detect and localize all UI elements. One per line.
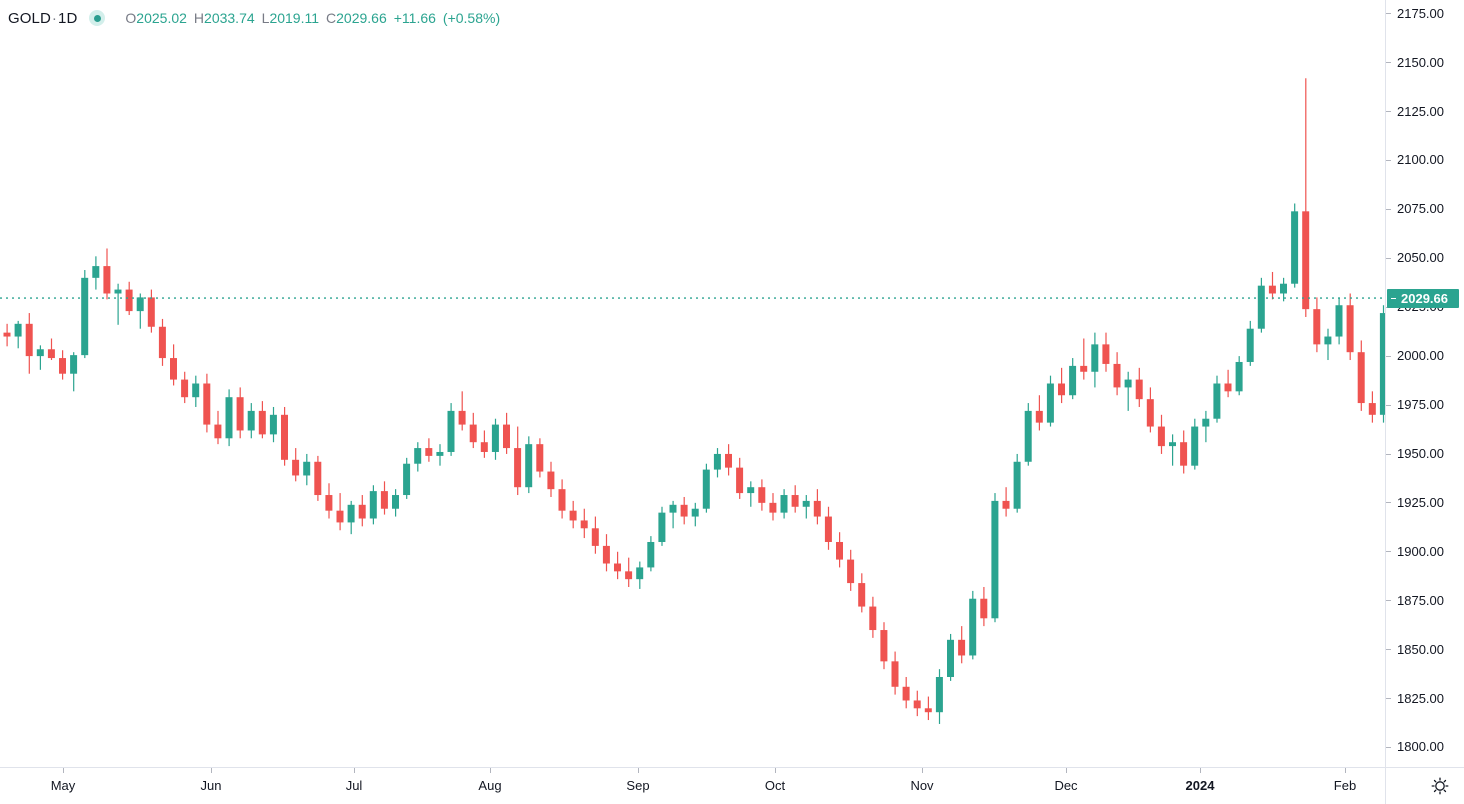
time-tick-mark: [1200, 768, 1201, 773]
time-tick-label: Feb: [1333, 778, 1357, 793]
symbol-name: GOLD: [8, 9, 51, 27]
price-tick-label: 1900.00: [1386, 544, 1444, 560]
ohlc-open-label: O: [125, 10, 137, 26]
price-tick-label: 2125.00: [1386, 104, 1444, 120]
time-scale[interactable]: May Jun Jul Aug Sep Oct Nov Dec 2024 Feb: [0, 767, 1464, 804]
time-tick-label: Oct: [764, 778, 786, 793]
time-tick-label: Dec: [1054, 778, 1078, 793]
price-tick-label: 2000.00: [1386, 348, 1444, 364]
time-tick-mark: [490, 768, 491, 773]
time-tick-mark: [922, 768, 923, 773]
price-tick-label: 1800.00: [1386, 739, 1444, 755]
time-tick-label: Sep: [626, 778, 650, 793]
ohlc-change-pct: (+0.58%): [442, 10, 501, 26]
time-scale-divider: [1385, 768, 1386, 804]
ohlc-change-abs: +11.66: [393, 10, 436, 26]
ohlc-low: L2019.11: [262, 10, 319, 26]
time-tick-mark: [211, 768, 212, 773]
ohlc-high-value: 2033.74: [204, 10, 255, 26]
price-tick-label: 1925.00: [1386, 495, 1444, 511]
price-tick-label: 1975.00: [1386, 397, 1444, 413]
time-tick-mark: [1345, 768, 1346, 773]
time-tick-label: Nov: [910, 778, 934, 793]
time-tick-mark: [1066, 768, 1067, 773]
price-tick-label: 2150.00: [1386, 55, 1444, 71]
ohlc-values: O2025.02 H2033.74 L2019.11 C2029.66 +11.66 (+…: [125, 10, 507, 26]
ohlc-high-label: H: [193, 10, 205, 26]
symbol-title[interactable]: GOLD·1D: [8, 10, 77, 27]
price-scale[interactable]: 2175.00 2150.00 2125.00 2100.00 2075.00 2050.…: [1385, 0, 1464, 767]
chart-legend[interactable]: GOLD·1D O2025.02 H2033.74 L2019.11 C2029.66…: [8, 8, 507, 28]
candlestick-series: [0, 78, 1385, 724]
ohlc-high: H2033.74: [194, 10, 255, 26]
time-tick-mark: [638, 768, 639, 773]
interval-label: 1D: [58, 9, 78, 27]
time-tick-label: Jun: [200, 778, 222, 793]
price-tick-label: 1950.00: [1386, 446, 1444, 462]
ohlc-open-value: 2025.02: [136, 10, 187, 26]
price-tick-label: 1850.00: [1386, 642, 1444, 658]
ohlc-close: C2029.66: [326, 10, 387, 26]
time-tick-mark: [775, 768, 776, 773]
ohlc-low-label: L: [261, 10, 270, 26]
time-tick-mark: [354, 768, 355, 773]
current-price-label[interactable]: 2029.66: [1387, 288, 1459, 308]
time-tick-mark: [63, 768, 64, 773]
ohlc-open: O2025.02: [125, 10, 187, 26]
ohlc-close-value: 2029.66: [336, 10, 387, 26]
price-tick-label: 1825.00: [1386, 691, 1444, 707]
time-tick-label: 2024: [1185, 778, 1215, 793]
time-tick-label: May: [50, 778, 76, 793]
time-tick-label: Aug: [478, 778, 502, 793]
market-open-dot-icon[interactable]: [89, 10, 106, 26]
time-tick-label: Jul: [345, 778, 363, 793]
title-separator: ·: [51, 9, 58, 27]
price-tick-label: 2100.00: [1386, 152, 1444, 168]
ohlc-low-value: 2019.11: [269, 10, 320, 26]
price-tick-label: 2075.00: [1386, 201, 1444, 217]
chart-plot-area[interactable]: [0, 0, 1385, 767]
ohlc-close-label: C: [326, 10, 337, 26]
price-tick-label: 2050.00: [1386, 250, 1444, 266]
gear-icon[interactable]: [1430, 776, 1450, 796]
price-tick-label: 1875.00: [1386, 593, 1444, 609]
price-tick-label: 2175.00: [1386, 6, 1444, 22]
